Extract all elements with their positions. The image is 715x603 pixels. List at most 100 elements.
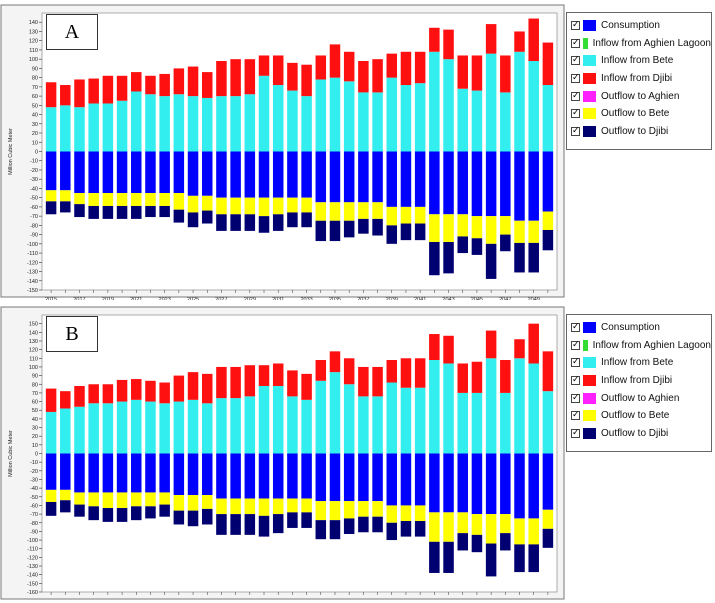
bar-inflow-from-bete (500, 392, 511, 454)
bar-inflow-from-bete (542, 391, 554, 454)
bar-outflow-to-bete (244, 197, 256, 215)
bar-inflow-from-djibi (287, 370, 298, 397)
bar-inflow-from-bete (102, 103, 114, 152)
bar-outflow-to-bete (301, 498, 312, 513)
bar-consumption (230, 151, 241, 198)
bar-inflow-from-djibi (485, 24, 497, 54)
y-tick-label: 100 (29, 365, 38, 371)
legend-checkbox[interactable]: ✓ (571, 322, 580, 333)
bar-inflow-from-bete (187, 96, 199, 152)
legend-swatch (583, 375, 596, 387)
legend-item-outflow-to-bete[interactable]: ✓ Outflow to Bete (571, 407, 711, 425)
legend-label: Inflow from Aghien Lagoon (592, 339, 711, 351)
bar-consumption (386, 151, 398, 207)
legend-item-outflow-to-bete[interactable]: ✓ Outflow to Bete (571, 105, 711, 123)
legend-item-inflow-from-aghien-lagoon[interactable]: ✓ Inflow from Aghien Lagoon (571, 337, 711, 355)
bar-outflow-to-djibi (443, 241, 454, 274)
legend-checkbox[interactable]: ✓ (571, 108, 580, 119)
bar-inflow-from-djibi (88, 384, 99, 404)
bar-inflow-from-bete (272, 385, 284, 454)
bar-outflow-to-djibi (145, 506, 156, 519)
bar-inflow-from-djibi (272, 363, 284, 386)
legend-item-consumption[interactable]: ✓ Consumption (571, 17, 711, 35)
bar-outflow-to-djibi (386, 225, 398, 244)
legend-swatch (583, 357, 596, 369)
bar-inflow-from-bete (386, 77, 398, 152)
x-tick-label: 2017 (73, 297, 85, 300)
bar-outflow-to-djibi (173, 209, 185, 223)
legend-checkbox[interactable]: ✓ (571, 357, 580, 368)
bar-outflow-to-djibi (457, 236, 468, 254)
y-tick-label: -100 (27, 538, 38, 544)
bar-consumption (287, 151, 298, 198)
plot-area (41, 12, 558, 291)
legend-checkbox[interactable]: ✓ (571, 339, 580, 350)
bar-inflow-from-bete (528, 363, 539, 454)
y-tick-label: 0 (35, 452, 38, 458)
bar-inflow-from-bete (159, 96, 170, 152)
bar-outflow-to-djibi (131, 205, 142, 219)
y-tick-label: 30 (32, 426, 38, 432)
bar-inflow-from-bete (201, 403, 213, 454)
legend-checkbox[interactable]: ✓ (571, 410, 580, 421)
legend-item-outflow-to-aghien[interactable]: ✓ Outflow to Aghien (571, 87, 711, 105)
legend-item-outflow-to-djibi[interactable]: ✓ Outflow to Djibi (571, 123, 711, 141)
bar-outflow-to-djibi (514, 544, 525, 573)
bar-outflow-to-bete (414, 206, 426, 224)
legend-label: Consumption (601, 20, 660, 32)
bar-outflow-to-bete (116, 492, 128, 509)
bar-consumption (201, 151, 213, 196)
bar-inflow-from-bete (443, 59, 454, 152)
y-tick-label: 20 (32, 131, 38, 137)
bar-consumption (372, 453, 383, 502)
bar-consumption (159, 453, 170, 493)
bar-consumption (102, 453, 114, 493)
legend-checkbox[interactable]: ✓ (571, 125, 580, 136)
legend-checkbox[interactable]: ✓ (571, 37, 580, 48)
bar-outflow-to-djibi (358, 516, 369, 533)
legend-item-inflow-from-djibi[interactable]: ✓ Inflow from Djibi (571, 372, 711, 390)
bar-inflow-from-djibi (514, 31, 525, 52)
legend-checkbox[interactable]: ✓ (571, 427, 580, 438)
legend-checkbox[interactable]: ✓ (571, 20, 580, 31)
bar-outflow-to-bete (457, 512, 468, 534)
bar-consumption (414, 151, 426, 207)
x-tick-label: 2015 (45, 297, 57, 300)
bar-consumption (358, 453, 369, 502)
bar-outflow-to-djibi (329, 520, 341, 540)
bar-outflow-to-djibi (131, 506, 142, 521)
legend-checkbox[interactable]: ✓ (571, 73, 580, 84)
bar-inflow-from-djibi (230, 366, 241, 399)
bar-outflow-to-djibi (400, 521, 412, 537)
y-axis-label: Million Cubic Meter (8, 128, 14, 175)
y-tick-label: 90 (32, 374, 38, 380)
bar-inflow-from-bete (216, 398, 227, 454)
bar-outflow-to-djibi (173, 510, 185, 525)
bar-outflow-to-bete (386, 206, 398, 226)
legend-swatch (583, 322, 596, 334)
legend-item-consumption[interactable]: ✓ Consumption (571, 319, 711, 337)
bar-consumption (315, 453, 327, 502)
bar-outflow-to-djibi (287, 512, 298, 528)
legend-checkbox[interactable]: ✓ (571, 90, 580, 101)
bar-inflow-from-bete (145, 401, 156, 454)
legend-item-inflow-from-bete[interactable]: ✓ Inflow from Bete (571, 354, 711, 372)
bar-outflow-to-bete (358, 202, 369, 219)
legend-checkbox[interactable]: ✓ (571, 55, 580, 66)
legend-swatch (583, 410, 596, 422)
legend-a: ✓ Consumption ✓ Inflow from Aghien Lagoon ✓ I… (566, 12, 712, 150)
bar-inflow-from-bete (60, 105, 71, 152)
bar-outflow-to-bete (542, 211, 554, 230)
legend-item-inflow-from-aghien-lagoon[interactable]: ✓ Inflow from Aghien Lagoon (571, 35, 711, 53)
legend-checkbox[interactable]: ✓ (571, 375, 580, 386)
bar-inflow-from-djibi (159, 73, 170, 97)
legend-item-outflow-to-djibi[interactable]: ✓ Outflow to Djibi (571, 425, 711, 443)
legend-item-inflow-from-djibi[interactable]: ✓ Inflow from Djibi (571, 70, 711, 88)
legend-checkbox[interactable]: ✓ (571, 392, 580, 403)
bar-inflow-from-bete (471, 90, 483, 152)
bar-outflow-to-djibi (301, 512, 312, 528)
bar-inflow-from-djibi (244, 59, 256, 95)
legend-item-inflow-from-bete[interactable]: ✓ Inflow from Bete (571, 52, 711, 70)
legend-item-outflow-to-aghien[interactable]: ✓ Outflow to Aghien (571, 389, 711, 407)
bar-consumption (45, 453, 57, 490)
